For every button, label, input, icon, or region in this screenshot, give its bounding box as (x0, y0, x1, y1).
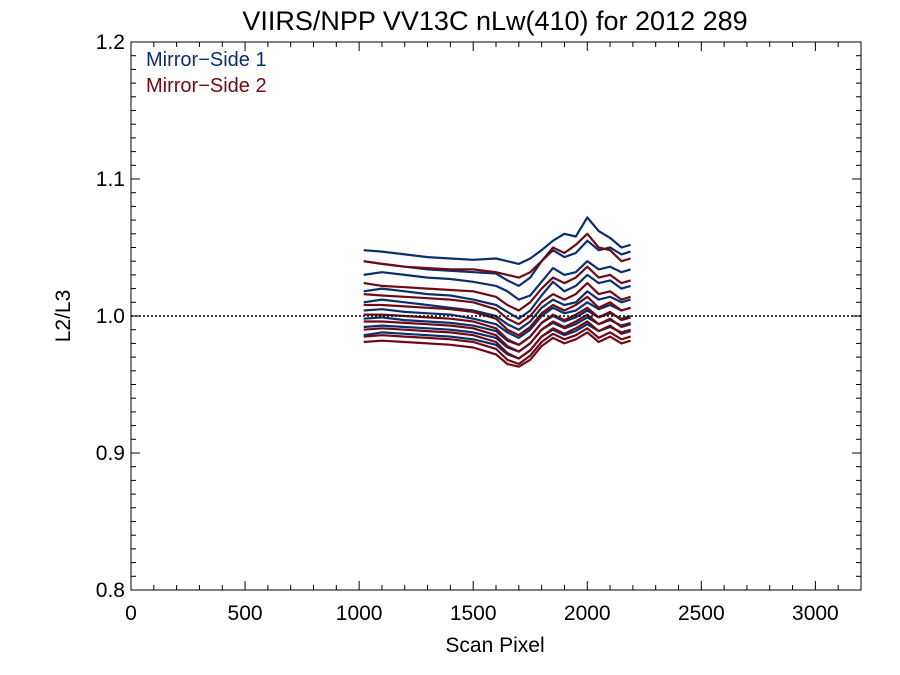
legend: Mirror−Side 1 Mirror−Side 2 (146, 49, 267, 97)
chart-title: VIIRS/NPP VV13C nLw(410) for 2012 289 (242, 6, 747, 36)
axis-ticks (130, 41, 862, 591)
series-line-ms2-18 (363, 331, 631, 368)
series-line-ms1-4 (363, 273, 631, 320)
x-tick-label: 0 (125, 602, 137, 625)
legend-entry-1: Mirror−Side 1 (146, 49, 267, 71)
y-axis-label: L2/L3 (52, 290, 75, 343)
series-line-ms1-1 (363, 216, 631, 265)
tick-labels: 0 500 1000 1500 2000 2500 3000 0.8 0.9 1.0 1.1 1.2 (96, 31, 839, 625)
x-axis-label: Scan Pixel (445, 634, 544, 657)
y-tick-label: 1.0 (96, 305, 125, 328)
series-line-ms2-10 (363, 232, 631, 279)
series-line-ms2-16 (363, 320, 631, 360)
series-line-ms1-2 (363, 239, 631, 287)
y-tick-label: 1.2 (96, 31, 125, 54)
x-tick-label: 2000 (564, 602, 611, 625)
series-line-ms2-11 (363, 265, 631, 312)
x-tick-label: 500 (228, 602, 263, 625)
series-line-ms2-15 (363, 313, 631, 353)
series-line-ms2-12 (363, 282, 631, 326)
x-tick-label: 3000 (792, 602, 839, 625)
series-line-ms2-13 (363, 295, 631, 337)
y-tick-label: 0.8 (96, 579, 125, 602)
series-line-ms1-6 (363, 301, 631, 339)
series-line-ms2-14 (363, 306, 631, 346)
series-line-ms2-17 (363, 327, 631, 366)
y-tick-label: 1.1 (96, 168, 125, 191)
series-line-ms1-3 (363, 260, 631, 301)
y-tick-label: 0.9 (96, 442, 125, 465)
legend-entry-2: Mirror−Side 2 (146, 75, 267, 97)
x-tick-label: 2500 (678, 602, 725, 625)
x-tick-label: 1500 (450, 602, 497, 625)
x-tick-label: 1000 (336, 602, 383, 625)
series-layer (363, 216, 631, 368)
series-line-ms1-5 (363, 290, 631, 331)
